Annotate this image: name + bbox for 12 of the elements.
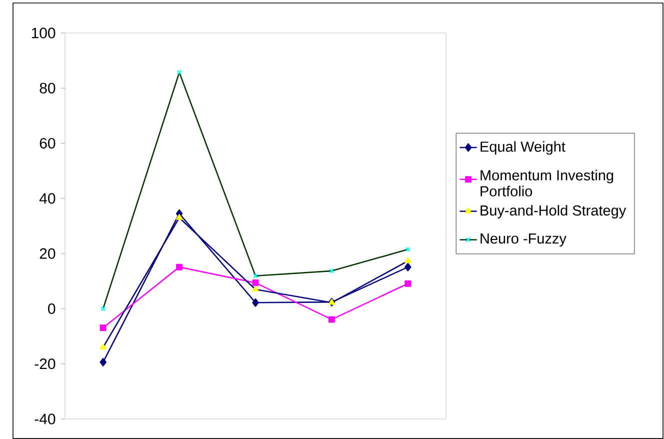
y-tick-label: -20: [34, 358, 56, 370]
legend-label: Equal Weight: [480, 141, 566, 155]
y-tick-label: 0: [48, 303, 56, 314]
y-tick-label: 40: [39, 193, 56, 204]
legend-label: Neuro -Fuzzy: [480, 234, 566, 247]
y-tick-label: 60: [40, 138, 56, 149]
y-tick-label: -40: [34, 414, 56, 424]
y-tick-label: 20: [40, 248, 56, 259]
y-tick-label: 80: [40, 82, 56, 94]
legend-label: Momentum Investing Portfolio: [480, 170, 614, 196]
y-tick-label: 100: [32, 28, 56, 38]
legend-label: Buy-and-Hold Strategy: [480, 204, 626, 218]
